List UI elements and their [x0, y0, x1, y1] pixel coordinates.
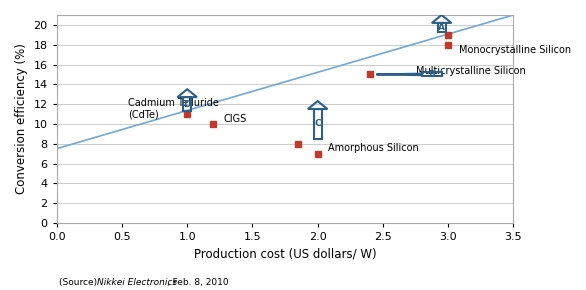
Text: CIGS: CIGS	[224, 114, 247, 124]
Bar	[438, 23, 445, 32]
Text: B: B	[428, 70, 435, 79]
Text: Nikkei Electronics: Nikkei Electronics	[97, 278, 177, 287]
Bar	[314, 109, 322, 139]
X-axis label: Production cost (US dollars/ W): Production cost (US dollars/ W)	[194, 247, 376, 260]
Text: D: D	[183, 99, 191, 109]
Text: Cadmium Telluride
(CdTe): Cadmium Telluride (CdTe)	[128, 98, 219, 120]
Text: Amorphous Silicon: Amorphous Silicon	[328, 143, 419, 153]
Text: , Feb. 8, 2010: , Feb. 8, 2010	[167, 278, 229, 287]
Text: Monocrystalline Silicon: Monocrystalline Silicon	[459, 45, 571, 55]
Y-axis label: Conversion efficiency (%): Conversion efficiency (%)	[15, 44, 28, 194]
Bar	[422, 72, 442, 76]
Bar	[183, 97, 191, 111]
Text: (Source): (Source)	[59, 278, 100, 287]
Text: C: C	[314, 119, 321, 128]
Text: Multicrystalline Silicon: Multicrystalline Silicon	[415, 66, 525, 77]
Text: A: A	[438, 23, 445, 32]
